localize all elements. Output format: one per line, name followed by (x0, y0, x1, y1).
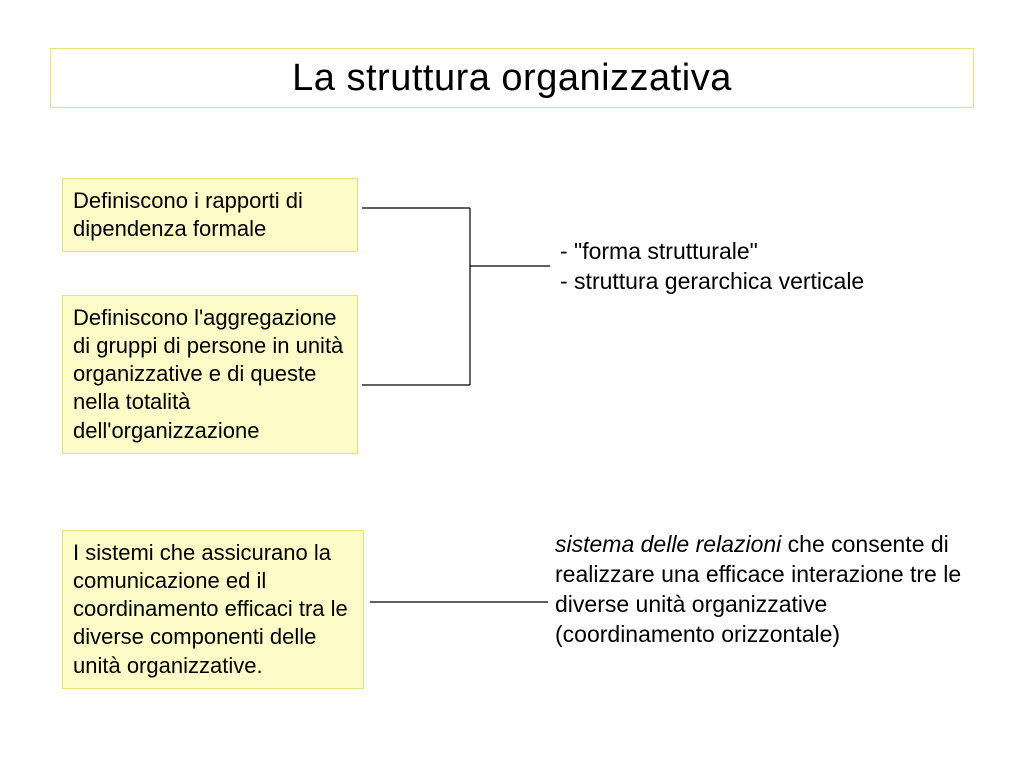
page-title: La struttura organizzativa (292, 57, 732, 100)
right-text-2: sistema delle relazioni che consente di … (555, 530, 975, 650)
left-box-1: Definiscono i rapporti di dipendenza for… (62, 178, 358, 252)
left-box-2: Definiscono l'aggregazione di gruppi di … (62, 295, 358, 454)
rt1-line2: - struttura gerarchica verticale (560, 267, 980, 297)
rt1-line1: - "forma strutturale" (560, 237, 980, 267)
right-text-1: - "forma strutturale" - struttura gerarc… (560, 237, 980, 297)
rt2-italic: sistema delle relazioni (555, 531, 781, 557)
left-box-3: I sistemi che assicurano la comunicazion… (62, 530, 364, 689)
title-box: La struttura organizzativa (50, 48, 974, 108)
